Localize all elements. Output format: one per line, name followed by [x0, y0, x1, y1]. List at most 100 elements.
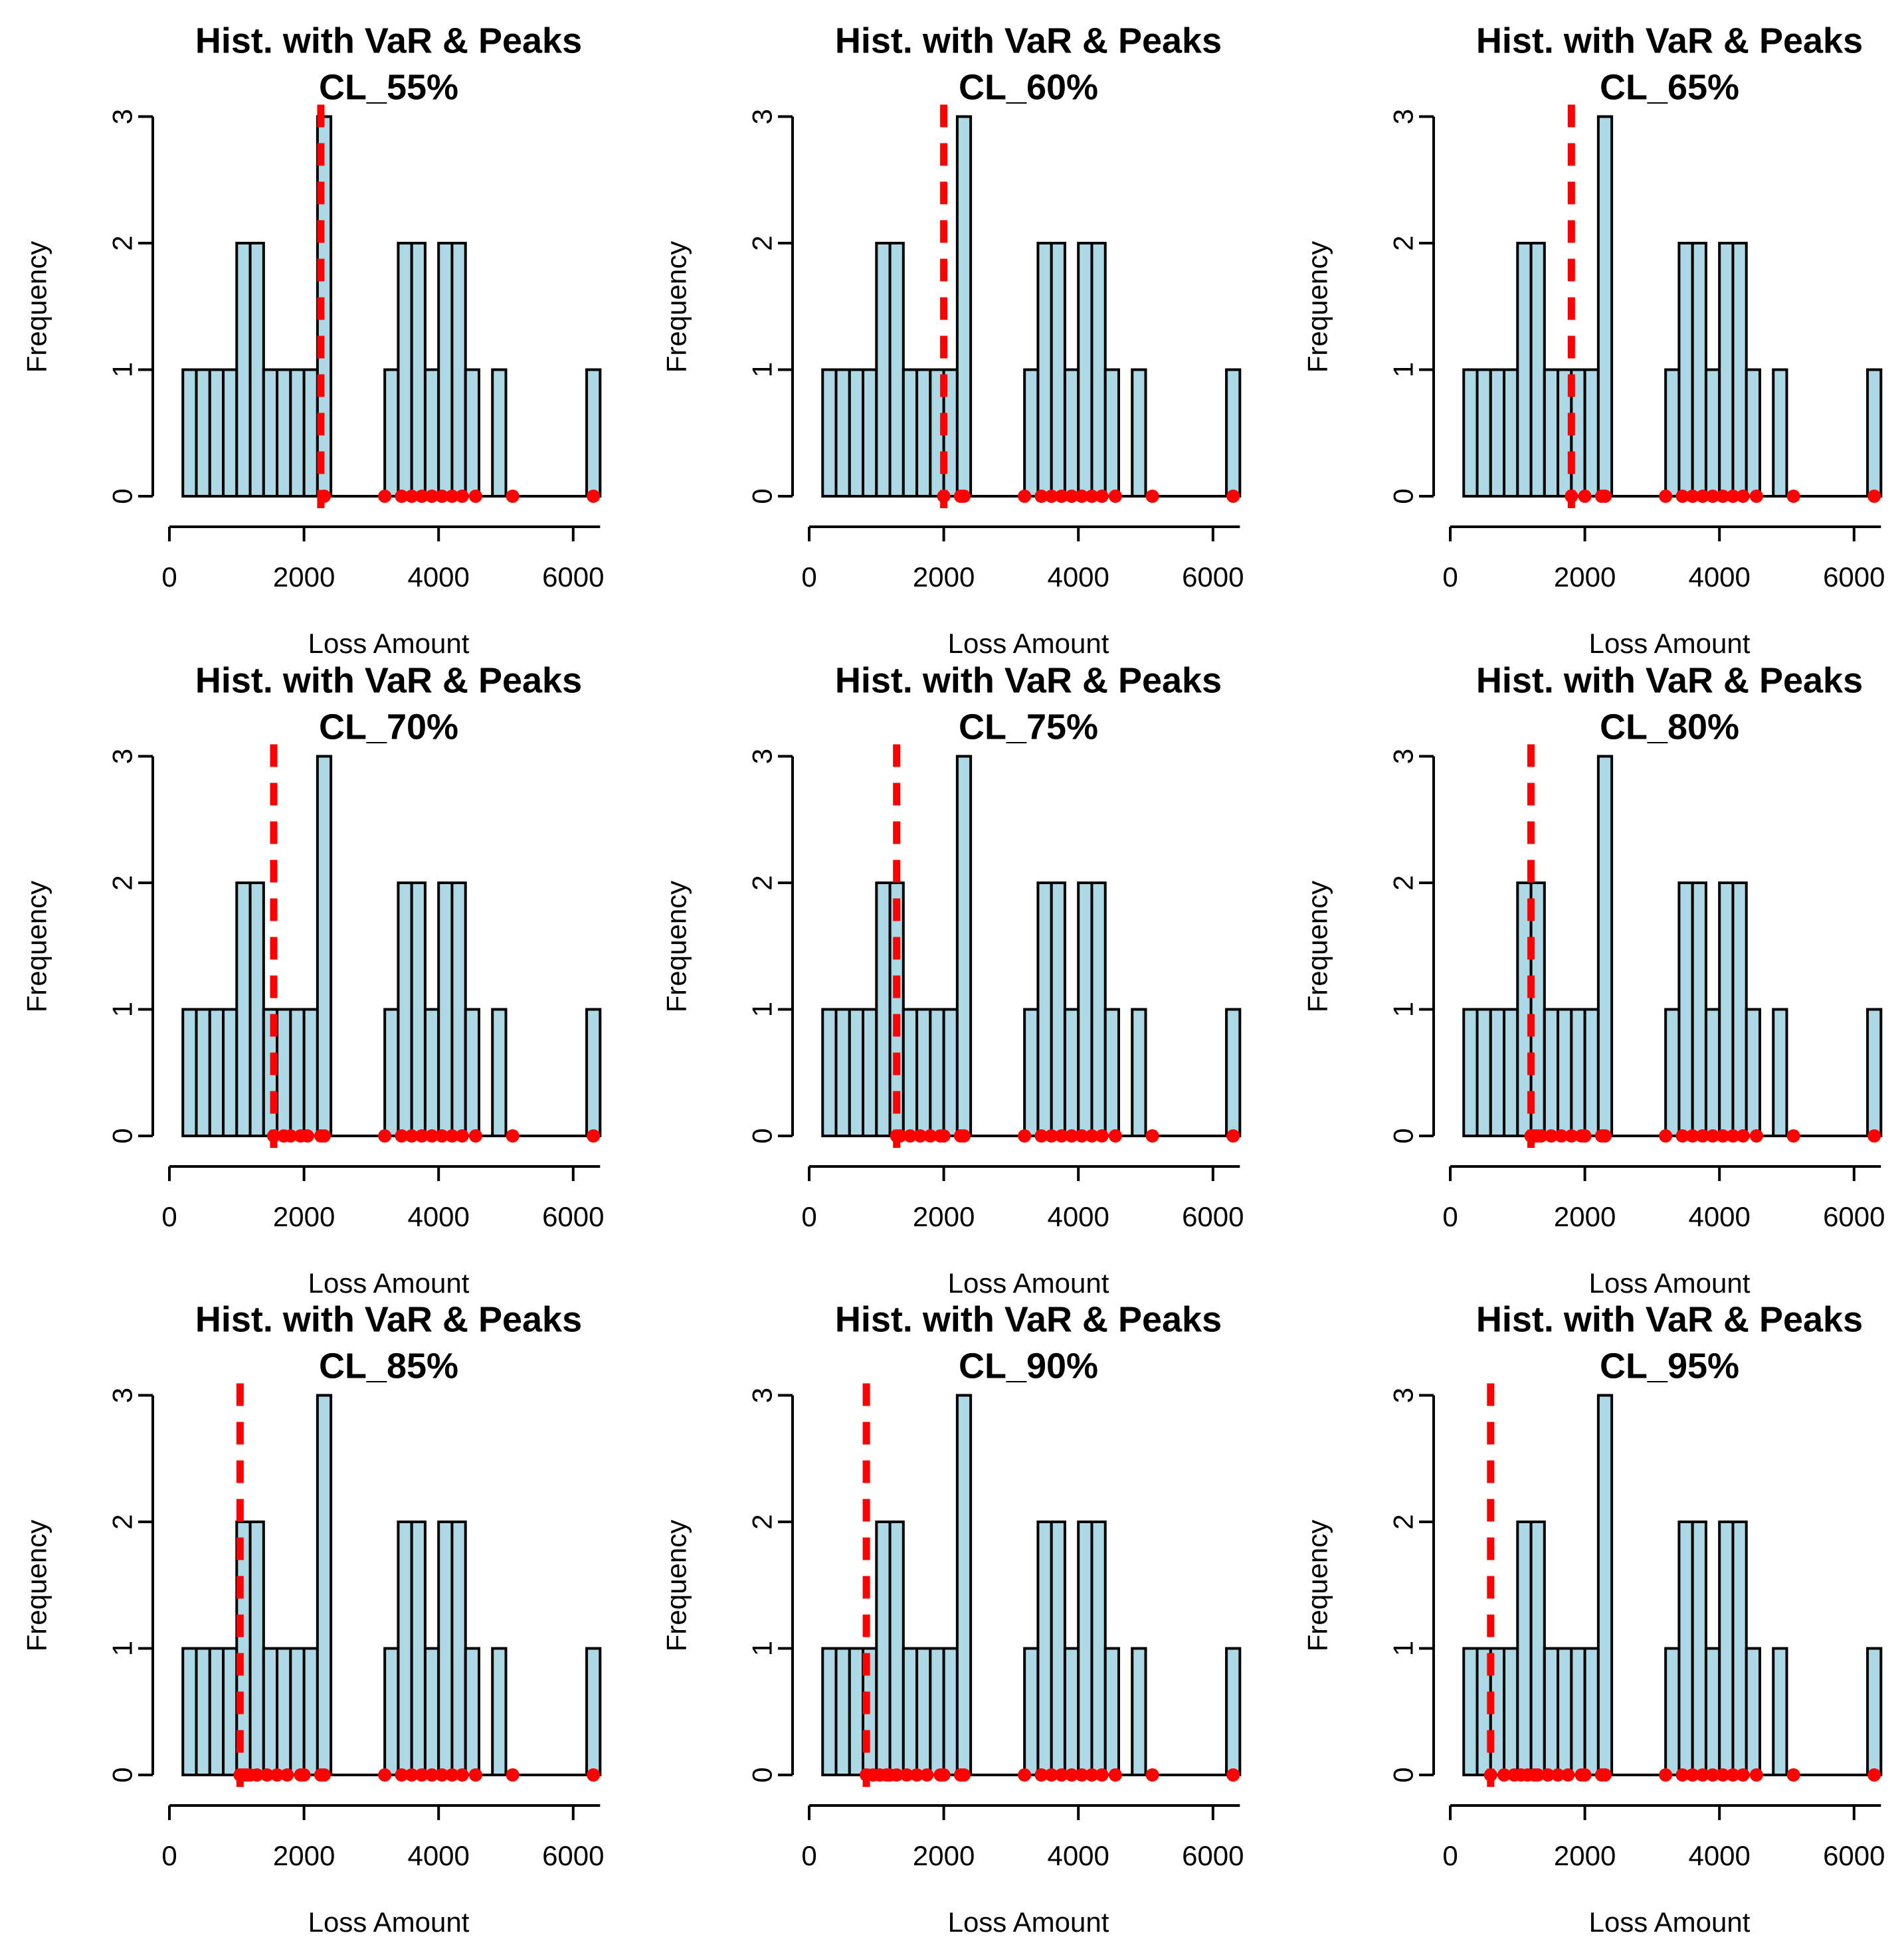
x-tick-label: 6000	[1823, 1840, 1885, 1871]
histogram-bar	[1077, 1521, 1094, 1776]
y-tick-label: 1	[107, 1002, 138, 1017]
histogram-bar	[834, 368, 851, 498]
peak-point	[1018, 1129, 1032, 1143]
peak-point	[1534, 1129, 1548, 1143]
peak-point	[1095, 490, 1109, 503]
histogram-bar	[195, 368, 211, 498]
histogram-bar	[397, 1521, 413, 1776]
histogram-bar	[423, 1008, 440, 1137]
y-tick-label: 3	[107, 109, 138, 124]
histogram-bar	[181, 368, 198, 498]
histogram-bar	[1023, 1647, 1040, 1776]
y-tick-label: 0	[107, 1128, 138, 1143]
x-tick-label: 4000	[407, 1840, 469, 1871]
histogram-panel: Hist. with VaR & Peaks CL_60% 0 1 2 3 Frequenc…	[661, 21, 1244, 660]
x-tick-label: 2000	[913, 561, 975, 593]
histogram-bar	[208, 1008, 225, 1137]
x-tick-label: 4000	[407, 1201, 469, 1232]
peak-point	[957, 1768, 971, 1782]
x-tick-label: 6000	[542, 1201, 604, 1232]
histogram-bar	[1570, 1008, 1586, 1137]
histogram-bar	[1050, 1521, 1066, 1776]
peak-point	[1541, 1768, 1555, 1782]
peak-point	[1561, 1768, 1575, 1782]
x-tick-label: 4000	[1047, 561, 1109, 593]
peak-point	[425, 490, 439, 503]
peak-point	[1226, 1768, 1240, 1782]
peak-point	[1018, 1768, 1032, 1782]
panel-subtitle: CL_60%	[959, 68, 1098, 108]
histogram-bar	[1516, 1521, 1533, 1776]
histogram-bar	[276, 1647, 292, 1776]
histogram-bar	[862, 1008, 878, 1137]
peak-point	[395, 490, 409, 503]
histogram-bar	[1718, 242, 1735, 498]
histogram-bar	[195, 1008, 211, 1137]
histogram-bar	[1103, 1647, 1120, 1776]
histogram-bar	[1596, 1394, 1614, 1776]
histogram-bar	[1503, 1647, 1519, 1776]
histogram-panel: Hist. with VaR & Peaks CL_80% 0 1 2 3 Frequenc…	[1302, 661, 1885, 1299]
y-tick-label: 2	[107, 1514, 138, 1529]
histogram-panel: Hist. with VaR & Peaks CL_95% 0 1 2 3 Frequenc…	[1302, 1300, 1885, 1938]
histogram-bar	[1036, 242, 1053, 498]
histogram-bar	[397, 242, 413, 498]
peak-point	[1706, 1129, 1720, 1143]
peak-point	[395, 1129, 409, 1143]
peak-point	[1044, 1768, 1058, 1782]
histogram-bar	[423, 1647, 440, 1776]
peak-point	[1659, 1129, 1673, 1143]
peak-point	[1659, 490, 1673, 503]
peak-point	[1065, 1768, 1079, 1782]
histogram-bar	[316, 1394, 333, 1776]
x-axis-label: Loss Amount	[1589, 1906, 1751, 1938]
histogram-bar	[955, 115, 973, 498]
peak-point	[1675, 1768, 1689, 1782]
histogram-bar	[1583, 1647, 1600, 1776]
peak-point	[1749, 1768, 1763, 1782]
histogram-bar	[1225, 368, 1242, 498]
x-tick-label: 4000	[1688, 1201, 1750, 1232]
peak-point	[1736, 1129, 1750, 1143]
peak-point	[903, 1129, 917, 1143]
peak-point	[1706, 1768, 1720, 1782]
histogram-bar	[902, 368, 919, 498]
y-tick-label: 0	[107, 1767, 138, 1782]
peak-point	[405, 490, 419, 503]
histogram-bar	[848, 368, 865, 498]
histogram-bar	[1131, 1008, 1147, 1137]
peak-point	[435, 1129, 449, 1143]
histogram-bar	[915, 368, 932, 498]
peak-point	[445, 1129, 459, 1143]
peak-point	[1749, 490, 1763, 503]
peak-point	[1578, 1768, 1592, 1782]
peak-point	[284, 1129, 298, 1143]
peak-point	[1551, 1768, 1565, 1782]
histogram-bar	[1077, 881, 1094, 1137]
histogram-bar	[262, 368, 279, 498]
y-tick-label: 3	[1388, 109, 1419, 124]
histogram-bar	[1691, 1521, 1707, 1776]
histogram-bar	[491, 1647, 508, 1776]
peak-point	[415, 1129, 428, 1143]
histogram-bar	[1704, 1647, 1721, 1776]
y-axis-label: Frequency	[21, 241, 52, 373]
x-tick-label: 0	[801, 1201, 816, 1232]
peak-point	[1085, 1768, 1099, 1782]
peak-point	[415, 1768, 428, 1782]
histogram-bar	[1090, 1521, 1107, 1776]
peak-point	[1108, 1768, 1122, 1782]
histogram-bar	[276, 368, 292, 498]
x-tick-label: 0	[161, 561, 177, 593]
peak-point	[1108, 490, 1122, 503]
histogram-bar	[1718, 1521, 1735, 1776]
y-tick-label: 1	[107, 362, 138, 377]
histogram-bar	[1131, 1647, 1147, 1776]
histogram-bar	[1866, 368, 1883, 498]
panel-subtitle: CL_80%	[1600, 707, 1739, 747]
peak-point	[587, 1768, 601, 1782]
histogram-bar	[848, 1647, 865, 1776]
histogram-bar	[902, 1647, 919, 1776]
histogram-bar	[848, 1008, 865, 1137]
peak-point	[1716, 1129, 1730, 1143]
